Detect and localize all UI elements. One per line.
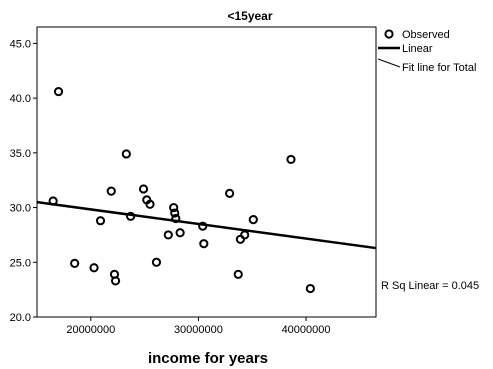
y-tick-label: 20.0 [10, 312, 31, 324]
data-point [138, 184, 149, 194]
data-point [145, 199, 155, 209]
legend-fit-total-marker [377, 58, 401, 68]
plot-area-frame [36, 26, 377, 318]
data-points [48, 86, 315, 294]
data-point [151, 257, 162, 267]
data-point [233, 269, 243, 279]
data-point [126, 211, 136, 221]
data-point [121, 149, 131, 159]
data-point [163, 230, 173, 240]
data-point [235, 234, 245, 244]
y-tick-label: 30.0 [10, 203, 31, 215]
data-point [95, 216, 106, 226]
legend-linear-label: Linear [402, 43, 433, 55]
y-tick-label: 25.0 [10, 257, 31, 269]
y-axis: 20.0 25.0 30.0 35.0 40.0 45.0 [10, 38, 37, 324]
data-point [286, 154, 296, 165]
data-point [305, 283, 315, 294]
x-tick-label: 40000000 [282, 324, 331, 336]
x-tick-label: 30000000 [174, 324, 223, 336]
data-point [240, 230, 250, 240]
x-axis-label: income for years [148, 350, 268, 367]
data-point [70, 258, 80, 268]
data-point [225, 188, 235, 198]
data-point [48, 196, 58, 206]
data-point [89, 263, 99, 273]
data-point [248, 215, 258, 225]
legend-fit-total-label: Fit line for Total [402, 62, 476, 74]
x-axis: 20000000 30000000 40000000 [66, 317, 331, 336]
data-point [198, 221, 208, 231]
data-point [170, 208, 180, 218]
y-tick-label: 40.0 [10, 93, 31, 105]
legend-observed-label: Observed [402, 29, 450, 41]
y-tick-label: 45.0 [10, 38, 31, 50]
data-point [53, 86, 64, 97]
y-tick-label: 35.0 [10, 148, 31, 160]
chart-title: <15year [227, 9, 272, 23]
data-point [169, 202, 179, 213]
r-squared-annotation: R Sq Linear = 0.045 [381, 280, 479, 292]
legend: Observed Linear Fit line for Total [377, 29, 476, 74]
data-point [110, 276, 121, 286]
data-point [106, 186, 116, 196]
x-tick-label: 20000000 [66, 324, 115, 336]
legend-observed-marker [384, 29, 394, 39]
data-point [171, 213, 181, 224]
data-point [199, 239, 209, 249]
data-point [175, 228, 185, 238]
